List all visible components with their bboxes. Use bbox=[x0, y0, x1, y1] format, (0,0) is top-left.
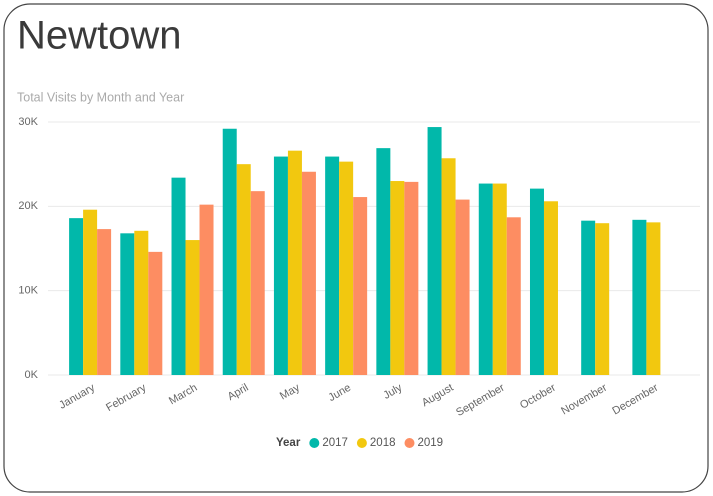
bar bbox=[171, 177, 186, 375]
bar bbox=[427, 127, 442, 375]
bar bbox=[478, 183, 493, 375]
bar bbox=[148, 251, 163, 375]
bar bbox=[120, 233, 135, 375]
bar bbox=[236, 164, 251, 375]
bar bbox=[506, 217, 521, 375]
bar bbox=[646, 222, 661, 375]
legend-label: 2019 bbox=[418, 437, 444, 449]
bar bbox=[250, 191, 265, 375]
bar bbox=[325, 156, 340, 375]
bar bbox=[339, 161, 354, 375]
y-tick-label: 30K bbox=[18, 116, 38, 128]
bar bbox=[222, 128, 237, 375]
bar bbox=[581, 220, 596, 375]
bar bbox=[134, 230, 149, 375]
bar bbox=[441, 158, 456, 375]
bar bbox=[595, 223, 610, 375]
legend-swatch bbox=[404, 438, 415, 448]
bar bbox=[455, 199, 470, 375]
bar bbox=[83, 209, 98, 375]
y-tick-label: 20K bbox=[18, 200, 38, 212]
bar bbox=[632, 219, 647, 375]
bar bbox=[543, 201, 558, 375]
legend-label: 2017 bbox=[322, 437, 348, 449]
bar bbox=[273, 156, 288, 375]
bar bbox=[69, 218, 84, 375]
bar bbox=[301, 171, 316, 375]
legend-swatch bbox=[309, 438, 320, 448]
bar bbox=[185, 240, 200, 375]
bar bbox=[97, 229, 112, 375]
y-tick-label: 10K bbox=[18, 285, 38, 297]
bar bbox=[390, 181, 405, 375]
legend-swatch bbox=[356, 438, 367, 448]
y-tick-label: 0K bbox=[25, 369, 39, 381]
chart-title: Newtown bbox=[17, 14, 182, 58]
legend-label: 2018 bbox=[370, 437, 396, 449]
legend-title: Year bbox=[276, 437, 301, 449]
bar bbox=[199, 204, 214, 375]
bar bbox=[404, 181, 419, 375]
bar bbox=[529, 188, 544, 375]
bar bbox=[287, 150, 302, 375]
bar bbox=[492, 183, 507, 375]
bar bbox=[353, 197, 368, 375]
bar bbox=[376, 148, 391, 375]
chart-subtitle: Total Visits by Month and Year bbox=[17, 90, 184, 104]
